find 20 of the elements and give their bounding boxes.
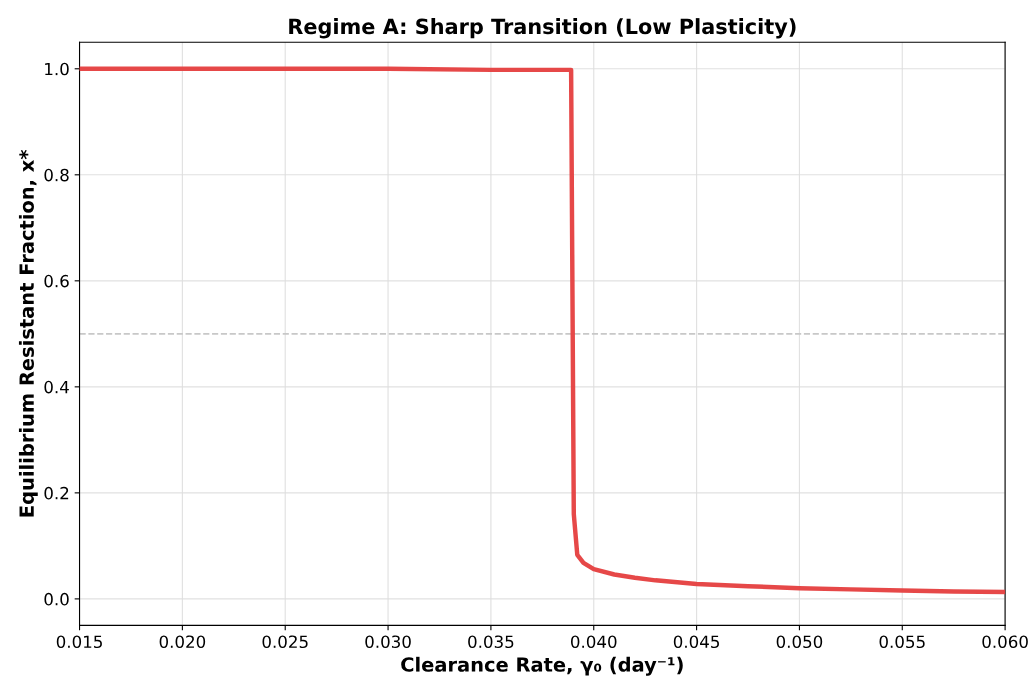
y-tick-label: 1.0 bbox=[45, 62, 69, 76]
y-tick-label: 0.4 bbox=[44, 380, 69, 394]
x-tick-label: 0.055 bbox=[879, 635, 925, 649]
y-tick-label: 0.6 bbox=[44, 274, 69, 288]
y-tick-label: 0.0 bbox=[44, 592, 69, 606]
x-tick-label: 0.045 bbox=[673, 635, 719, 649]
x-tick-label: 0.040 bbox=[570, 635, 617, 649]
x-axis-title: Clearance Rate, γ₀ (day⁻¹) bbox=[401, 656, 683, 676]
x-tick-label: 0.060 bbox=[982, 635, 1028, 649]
y-tick-label: 0.2 bbox=[44, 486, 69, 500]
x-tick-label: 0.050 bbox=[776, 635, 823, 649]
x-tick-label: 0.020 bbox=[159, 635, 206, 649]
x-tick-label: 0.030 bbox=[365, 635, 411, 649]
x-tick-label: 0.015 bbox=[56, 635, 102, 649]
chart-title: Regime A: Sharp Transition (Low Plasticity) bbox=[289, 18, 796, 39]
line-series bbox=[79, 66, 1006, 595]
x-tick-label: 0.035 bbox=[468, 635, 514, 649]
y-tick-label: 0.8 bbox=[44, 168, 69, 182]
y-axis-title: Equilibrium Resistant Fraction, x* bbox=[18, 149, 38, 517]
x-tick-label: 0.025 bbox=[262, 635, 308, 649]
